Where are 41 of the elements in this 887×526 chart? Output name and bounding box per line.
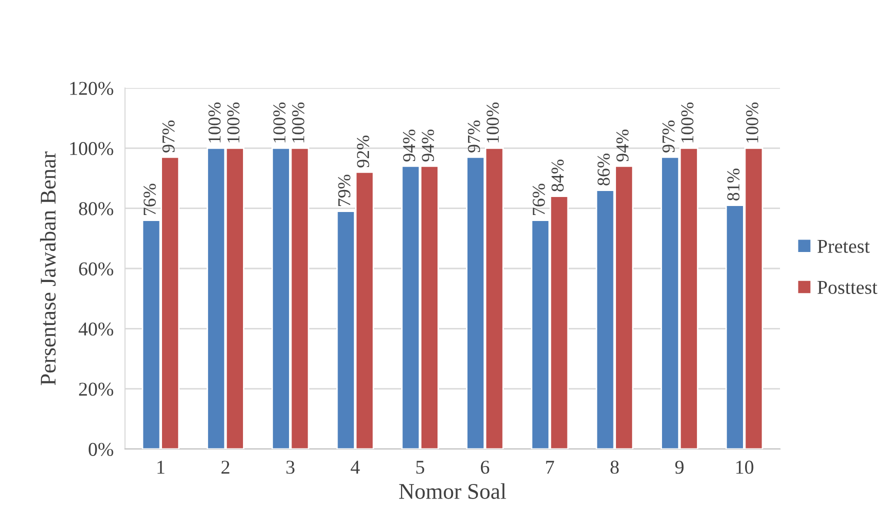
y-axis-title: Persentase Jawaban Benar <box>40 151 56 386</box>
y-tick-label: 80% <box>78 202 114 216</box>
data-label: 94% <box>616 130 629 162</box>
x-tick-label: 2 <box>222 460 230 474</box>
data-label: 100% <box>227 102 240 142</box>
legend-label: Pretest <box>818 240 870 253</box>
data-label: 79% <box>338 174 350 206</box>
data-label: 86% <box>598 154 610 186</box>
y-tick-label: 60% <box>79 262 114 276</box>
x-tick-label: 8 <box>610 460 619 474</box>
data-label: 76% <box>144 184 156 216</box>
data-label: 94% <box>403 130 416 162</box>
data-label: 100% <box>208 102 221 142</box>
x-tick-label: 5 <box>416 460 424 474</box>
data-label: 97% <box>662 120 675 152</box>
data-label: 94% <box>422 130 434 162</box>
data-label: 92% <box>356 136 370 168</box>
data-label: 76% <box>532 184 545 216</box>
x-tick-label: 4 <box>350 460 360 474</box>
x-tick-label: 6 <box>480 460 490 474</box>
data-label: 100% <box>273 102 286 142</box>
x-axis-title: Nomor Soal <box>399 483 506 499</box>
y-tick-label: 100% <box>70 142 114 156</box>
x-tick-label: 9 <box>675 460 684 474</box>
data-label: 100% <box>292 102 304 142</box>
x-tick-label: 1 <box>158 460 164 474</box>
y-tick-label: 40% <box>78 322 114 336</box>
data-label: 97% <box>162 120 175 152</box>
y-tick-label: 120% <box>70 82 114 95</box>
data-label: 97% <box>468 120 480 152</box>
data-label: 100% <box>486 102 499 142</box>
x-tick-label: 7 <box>546 460 554 474</box>
y-tick-label: 20% <box>79 382 114 396</box>
data-label: 100% <box>746 102 758 142</box>
legend-label: Posttest <box>818 281 878 294</box>
x-tick-label: 3 <box>286 460 294 474</box>
data-label: 81% <box>727 168 740 200</box>
x-tick-label: 10 <box>736 460 754 474</box>
data-label: 84% <box>552 160 564 192</box>
y-tick-label: 0% <box>88 442 114 456</box>
data-label: 100% <box>681 102 694 142</box>
